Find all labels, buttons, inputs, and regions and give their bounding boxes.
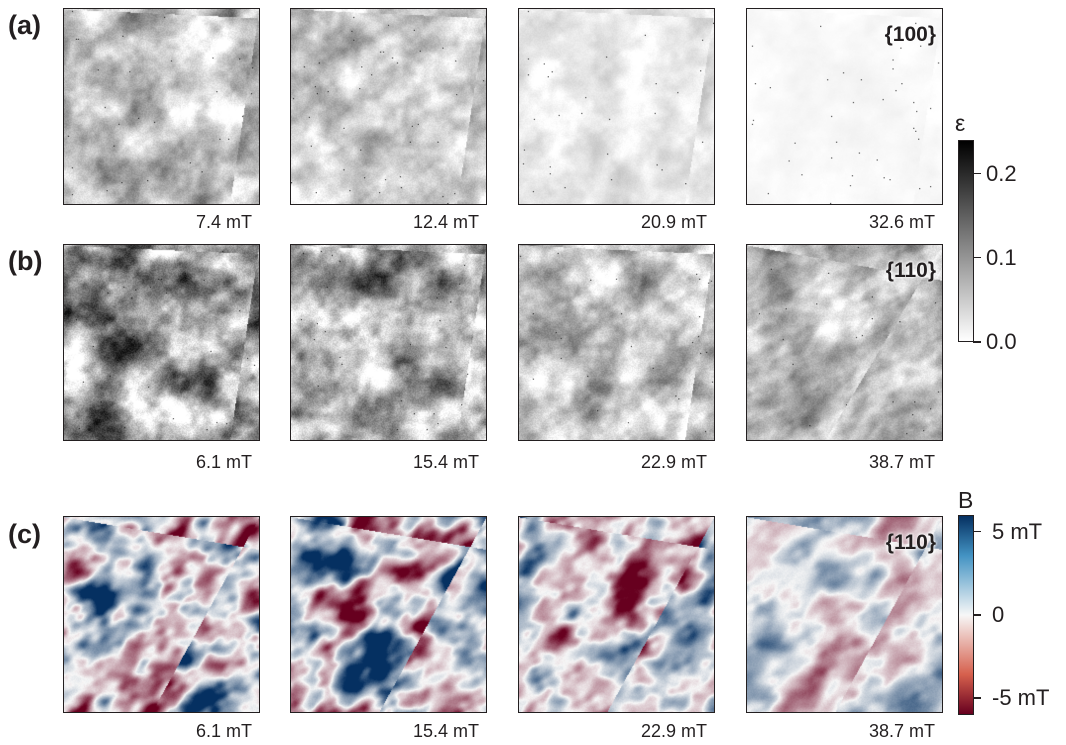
field-map-panel: {110} [746,516,943,713]
field-label: 22.9 mT [640,721,707,741]
colorbar-tick-label: -5 mT [992,685,1050,711]
strain-map-image [64,245,259,440]
field-label: 38.7 mT [868,721,935,741]
field-label: 7.4 mT [195,212,252,232]
strain-map-image [64,9,259,204]
colorbar-tick [973,530,981,533]
colorbar-tick-label: 0 [992,602,1005,627]
field-colorbar [958,515,974,715]
field-label: 6.1 mT [195,721,252,741]
field-label: 15.4 mT [412,721,479,741]
field-label: 22.9 mT [640,452,707,472]
field-label: 12.4 mT [412,212,479,232]
colorbar-tick [973,341,981,343]
row-label-c: (c) [8,519,41,549]
colorbar-tick [973,256,981,259]
strain-map-image [519,245,714,440]
strain-colorbar-title: ε [955,110,966,136]
strain-map-panel [290,244,487,441]
field-label: 6.1 mT [195,452,252,472]
colorbar-tick-label: 5 mT [992,518,1043,544]
field-map-image [519,517,714,712]
field-label: 32.6 mT [868,212,935,232]
colorbar-tick-label: 0.1 [986,244,1017,270]
strain-colorbar [958,140,974,342]
strain-map-panel: {110} [746,244,943,441]
field-label: 15.4 mT [412,452,479,472]
row-label-a: (a) [8,10,41,40]
strain-map-image [291,245,486,440]
crystal-plane-label: {110} [885,259,936,282]
crystal-plane-label: {110} [885,531,936,554]
field-map-panel [518,516,715,713]
field-label: 38.7 mT [868,452,935,472]
field-map-image [747,517,942,712]
field-colorbar-title: B [958,487,974,513]
field-map-image [291,517,486,712]
strain-map-panel: {100} [746,8,943,205]
colorbar-tick-label: 0.2 [986,160,1017,186]
strain-map-image [291,9,486,204]
strain-map-image [747,9,942,204]
strain-map-image [747,245,942,440]
strain-map-image [519,9,714,204]
colorbar-tick [973,697,981,699]
colorbar-tick [973,172,981,175]
colorbar-tick [973,614,981,616]
strain-map-panel [518,8,715,205]
field-map-panel [63,516,260,713]
strain-map-panel [290,8,487,205]
strain-map-panel [63,8,260,205]
field-label: 20.9 mT [640,212,707,232]
colorbar-tick-label: 0.0 [986,329,1017,354]
row-label-b: (b) [8,246,43,276]
field-map-panel [290,516,487,713]
field-map-image [64,517,259,712]
strain-map-panel [518,244,715,441]
crystal-plane-label: {100} [884,23,936,46]
strain-map-panel [63,244,260,441]
